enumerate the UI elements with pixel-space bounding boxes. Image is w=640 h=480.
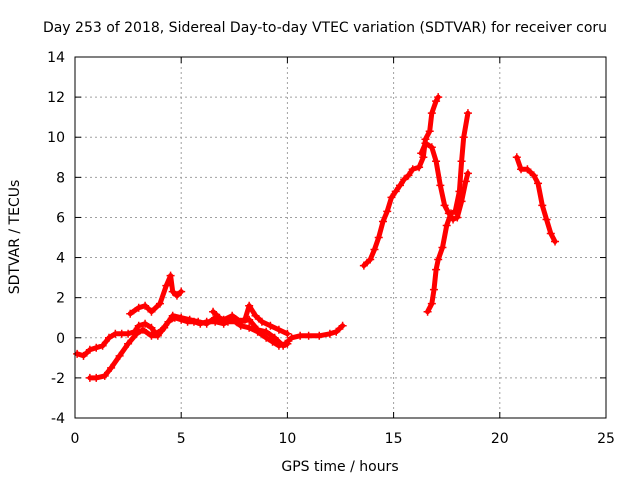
data-point — [458, 157, 466, 165]
series-track-3 — [126, 272, 185, 318]
y-tick-label: -4 — [51, 411, 65, 427]
x-tick-label: 15 — [385, 431, 403, 447]
y-tick-label: 8 — [56, 170, 65, 186]
y-tick-label: 0 — [56, 331, 65, 347]
x-tick-label: 20 — [491, 431, 509, 447]
series-line — [90, 316, 288, 378]
data-point — [305, 332, 313, 340]
y-tick-label: 4 — [56, 251, 65, 267]
x-tick-label: 25 — [597, 431, 615, 447]
series-track-8 — [513, 153, 559, 245]
series-track-5 — [360, 93, 442, 269]
ticks: 0 5 10 15 20 25 -4 -2 0 2 4 6 8 10 12 14 — [47, 50, 615, 447]
grid — [75, 57, 606, 418]
chart-title: Day 253 of 2018, Sidereal Day-to-day VTE… — [43, 20, 607, 36]
x-axis-label: GPS time / hours — [281, 459, 398, 475]
y-tick-label: -2 — [51, 371, 65, 387]
y-tick-label: 2 — [56, 291, 65, 307]
plot-data — [73, 93, 559, 382]
y-tick-label: 12 — [47, 90, 65, 106]
chart: Day 253 of 2018, Sidereal Day-to-day VTE… — [0, 0, 640, 480]
x-tick-label: 10 — [278, 431, 296, 447]
y-tick-label: 6 — [56, 210, 65, 226]
y-tick-label: 10 — [47, 130, 65, 146]
y-tick-label: 14 — [47, 50, 65, 66]
series-line — [364, 97, 438, 266]
plot-frame — [75, 57, 606, 418]
x-tick-label: 0 — [71, 431, 80, 447]
x-tick-label: 5 — [177, 431, 186, 447]
y-axis-label: SDTVAR / TECUs — [7, 180, 23, 295]
